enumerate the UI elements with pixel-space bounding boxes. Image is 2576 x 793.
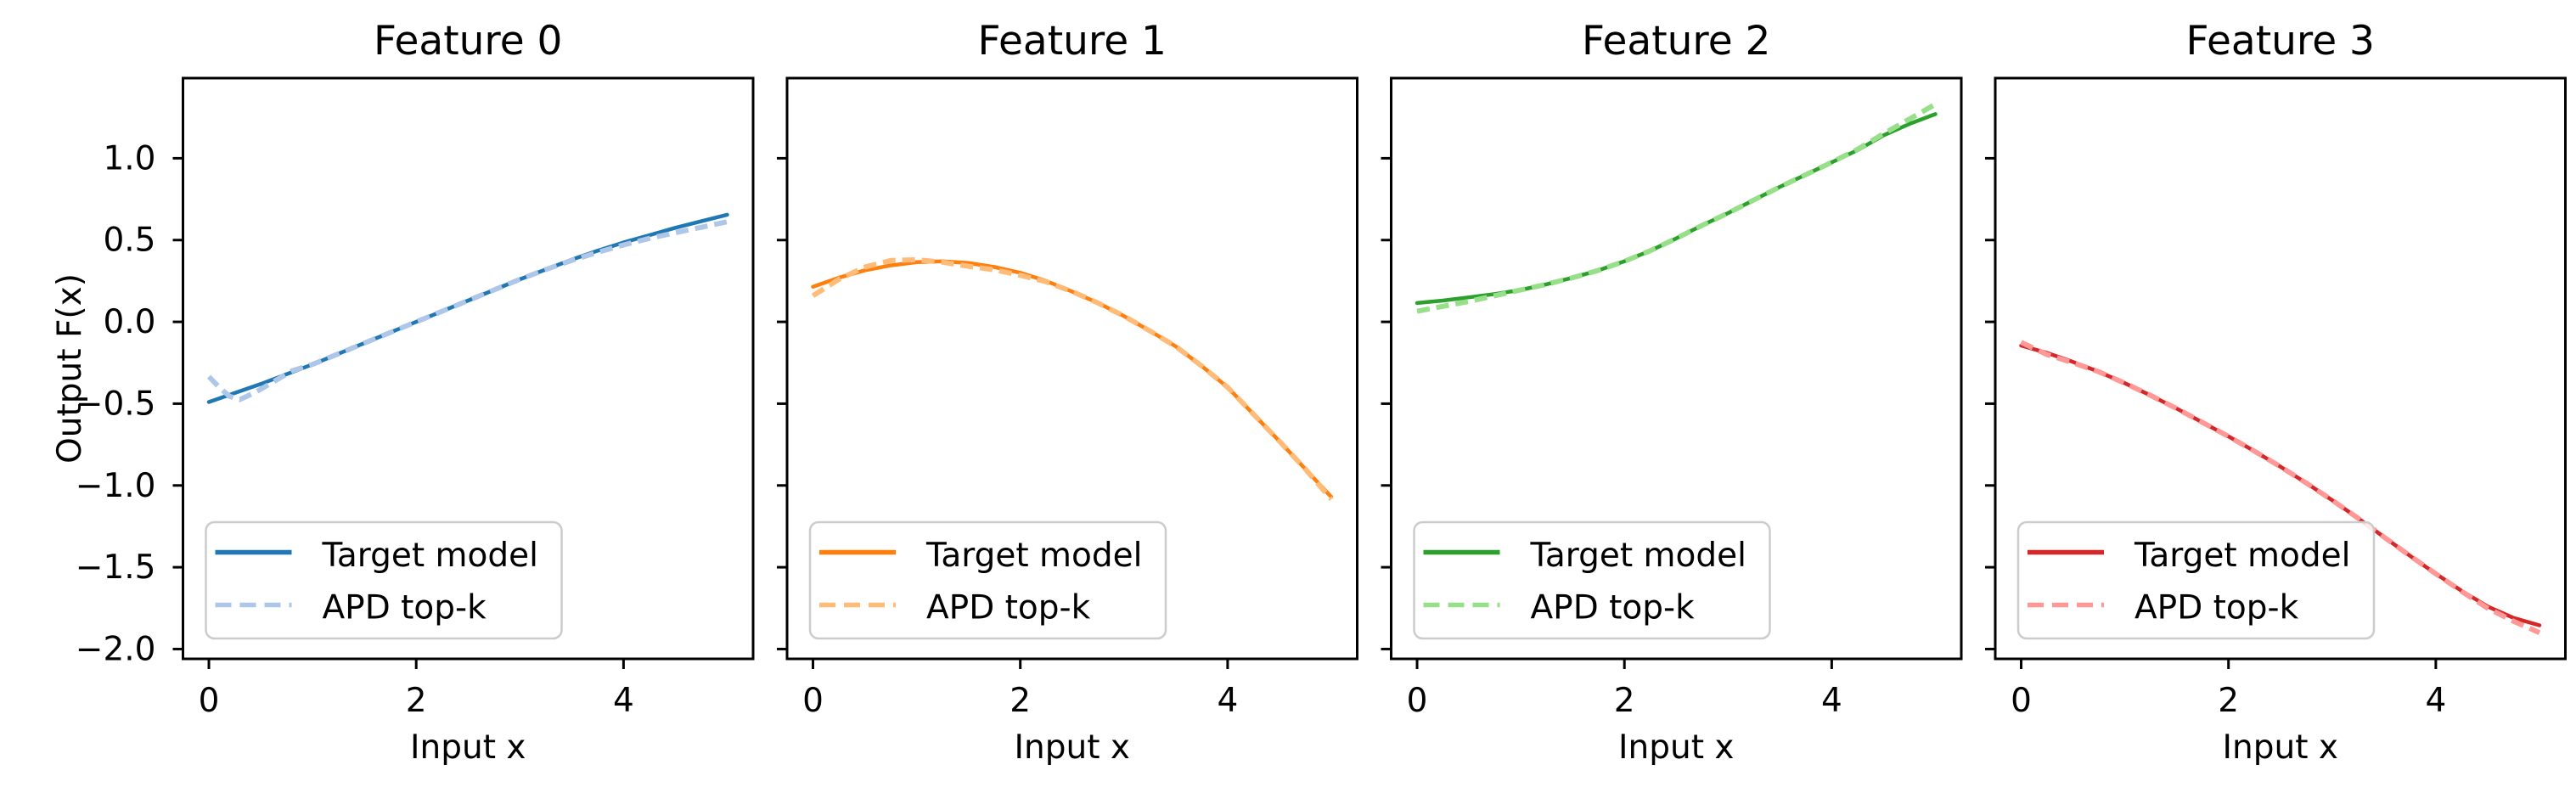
x-tick-label: 2	[2218, 682, 2239, 720]
legend-label-target-model: Target model	[322, 537, 539, 575]
apd-topk-line	[2020, 340, 2541, 635]
plot-area-border	[785, 76, 1358, 661]
plot-area-border	[182, 76, 755, 661]
subplot-feature-3: Feature 3 Input x 0 2 4 Target model APD…	[1985, 18, 2567, 767]
apd-topk-line	[206, 219, 728, 402]
legend: Target model APD top-k	[1413, 520, 1771, 640]
x-tick-label: 0	[2011, 682, 2032, 720]
curves	[2019, 340, 2542, 635]
y-tick-label: −1.0	[76, 467, 156, 505]
x-tick-label: 4	[2425, 682, 2446, 720]
subplot-feature-2: Feature 2 Input x 0 2 4 Target model APD…	[1381, 18, 1963, 767]
x-axis-label: Input x	[410, 728, 526, 767]
y-tick-label: 0.5	[103, 222, 155, 260]
tick-marks	[172, 156, 625, 669]
x-tick-label: 0	[1407, 682, 1428, 720]
x-tick-label: 0	[802, 682, 824, 720]
subplot-feature-0: Feature 0 Input x Output F(x) 0 2 4 1.0 …	[51, 18, 755, 767]
y-tick-label: −0.5	[76, 385, 156, 423]
legend-box	[2016, 520, 2376, 640]
legend-box	[205, 520, 563, 640]
y-tick-label: 0.0	[103, 303, 155, 341]
x-tick-label: 2	[406, 682, 427, 720]
x-axis-label: Input x	[2223, 728, 2338, 767]
curves	[1415, 102, 1938, 314]
x-tick-label: 4	[1821, 682, 1842, 720]
x-axis-label: Input x	[1015, 728, 1130, 767]
subplot-title: Feature 0	[374, 18, 562, 65]
y-tick-label: −1.5	[76, 548, 156, 587]
x-tick-label: 0	[199, 682, 220, 720]
target-model-line	[206, 212, 729, 404]
subplot-title: Feature 3	[2186, 18, 2375, 65]
apd-topk-line	[1416, 102, 1937, 314]
legend: Target model APD top-k	[808, 520, 1167, 640]
legend-label-target-model: Target model	[925, 537, 1143, 575]
x-tick-label: 4	[613, 682, 634, 720]
plot-area-border	[1994, 76, 2567, 661]
legend-box	[808, 520, 1167, 640]
legend-label-target-model: Target model	[2134, 537, 2351, 575]
apd-topk-line	[811, 256, 1334, 502]
target-model-line	[811, 259, 1334, 499]
legend-label-apd-topk: APD top-k	[1531, 589, 1696, 627]
legend-label-apd-topk: APD top-k	[2134, 589, 2299, 627]
legend-label-apd-topk: APD top-k	[926, 589, 1091, 627]
legend: Target model APD top-k	[205, 520, 563, 640]
subplot-title: Feature 2	[1582, 18, 1770, 65]
y-tick-label: 1.0	[103, 139, 155, 177]
x-tick-label: 2	[1614, 682, 1635, 720]
legend-label-target-model: Target model	[1530, 537, 1747, 575]
tick-marks	[1381, 156, 1833, 669]
y-tick-label: −2.0	[76, 630, 156, 668]
legend: Target model APD top-k	[2016, 520, 2376, 640]
y-axis-label: Output F(x)	[51, 273, 89, 464]
x-tick-label: 2	[1010, 682, 1031, 720]
x-tick-label: 4	[1217, 682, 1238, 720]
x-axis-label: Input x	[1618, 728, 1734, 767]
tick-marks	[1985, 156, 2438, 669]
target-model-line	[1415, 112, 1938, 306]
legend-box	[1413, 520, 1771, 640]
tick-marks	[777, 156, 1229, 669]
curves	[811, 256, 1334, 502]
legend-label-apd-topk: APD top-k	[323, 589, 487, 627]
plot-area-border	[1390, 76, 1963, 661]
subplot-title: Feature 1	[978, 18, 1167, 65]
curves	[206, 212, 729, 404]
subplot-feature-1: Feature 1 Input x 0 2 4 Target model APD…	[777, 18, 1358, 767]
